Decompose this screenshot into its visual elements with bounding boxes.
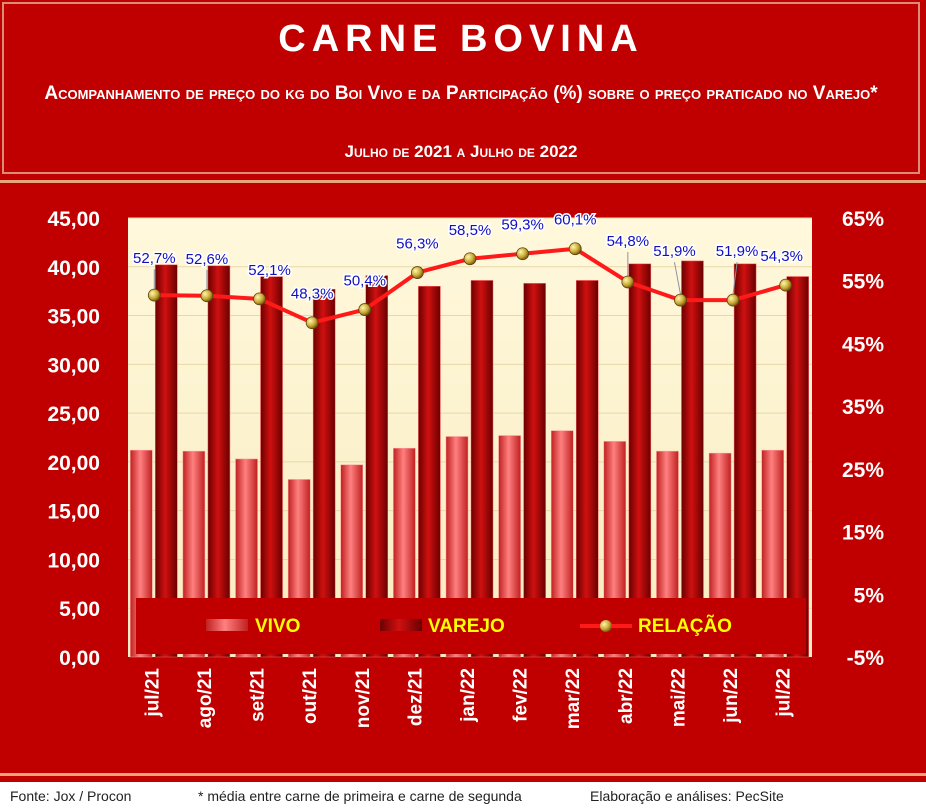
relacao-point bbox=[463, 252, 477, 266]
bar-varejo bbox=[523, 283, 546, 658]
relacao-point bbox=[674, 293, 687, 307]
relacao-point bbox=[779, 278, 793, 292]
relacao-point bbox=[200, 289, 214, 303]
y-left-tick-label: 35,00 bbox=[47, 306, 100, 329]
y-right-tick-label: 5% bbox=[854, 584, 885, 607]
y-left-tick-label: 10,00 bbox=[47, 549, 100, 572]
y-right-tick-label: 45% bbox=[842, 333, 884, 356]
footer: Fonte: Jox / Procon * média entre carne … bbox=[0, 784, 926, 810]
relacao-data-label: 54,3% bbox=[760, 248, 803, 265]
bar-varejo bbox=[207, 265, 231, 658]
x-tick-label: mai/22 bbox=[668, 668, 689, 727]
x-tick-label: jun/22 bbox=[721, 668, 742, 724]
y-left-tick-label: 40,00 bbox=[47, 257, 100, 280]
x-tick-label: ago/21 bbox=[195, 668, 216, 729]
y-left-tick-label: 45,00 bbox=[47, 208, 100, 231]
bar-varejo bbox=[365, 275, 389, 658]
y-right-tick-label: 65% bbox=[842, 208, 884, 231]
relacao-data-label: 58,5% bbox=[449, 222, 492, 239]
y-left-tick-label: 15,00 bbox=[47, 501, 100, 524]
bar-varejo bbox=[312, 288, 336, 658]
relacao-point bbox=[568, 242, 582, 256]
chart-title: CARNE BOVINA bbox=[278, 18, 644, 60]
y-left-tick-label: 25,00 bbox=[47, 403, 100, 426]
legend-label-relacao: RELAÇÃO bbox=[638, 615, 732, 637]
x-tick-label: dez/21 bbox=[405, 668, 426, 727]
chart-subtitle: Acompanhamento de preço do kg do Boi Viv… bbox=[44, 83, 878, 104]
relacao-label-leader bbox=[732, 262, 738, 295]
x-tick-label: set/21 bbox=[248, 668, 269, 722]
y-left-tick-label: 5,00 bbox=[59, 598, 100, 621]
relacao-label-leader bbox=[673, 262, 681, 295]
bar-varejo bbox=[628, 263, 652, 658]
x-tick-label: nov/21 bbox=[353, 668, 374, 729]
x-tick-label: jan/22 bbox=[458, 668, 479, 723]
relacao-point bbox=[305, 316, 319, 330]
relacao-data-label: 59,3% bbox=[501, 217, 544, 234]
relacao-data-label: 54,8% bbox=[607, 233, 650, 250]
x-tick-label: fev/22 bbox=[511, 668, 532, 722]
bar-varejo bbox=[418, 286, 441, 658]
relacao-data-label: 52,7% bbox=[133, 250, 176, 267]
bar-varejo bbox=[155, 264, 178, 658]
x-tick-label: abr/22 bbox=[616, 668, 637, 724]
y-right-tick-label: 35% bbox=[842, 396, 884, 419]
legend-swatch-vivo bbox=[206, 619, 248, 631]
legend-label-varejo: VAREJO bbox=[428, 616, 505, 637]
bar-varejo bbox=[786, 276, 809, 658]
relacao-point bbox=[410, 266, 424, 279]
relacao-data-label: 50,4% bbox=[343, 273, 386, 290]
divider-bottom bbox=[0, 773, 926, 776]
y-right-tick-label: 55% bbox=[842, 271, 884, 294]
y-right-tick-label: -5% bbox=[847, 647, 885, 670]
chart-period: Julho de 2021 a Julho de 2022 bbox=[344, 142, 578, 161]
relacao-point bbox=[726, 293, 740, 307]
y-left-tick-label: 20,00 bbox=[47, 452, 100, 475]
relacao-point bbox=[516, 247, 530, 261]
legend-label-vivo: VIVO bbox=[255, 616, 300, 637]
y-left-tick-label: 30,00 bbox=[47, 354, 100, 377]
x-tick-label: jul/22 bbox=[774, 668, 795, 718]
bar-varejo bbox=[260, 276, 283, 658]
bar-varejo bbox=[733, 263, 757, 658]
footer-credit: Elaboração e análises: PecSite bbox=[590, 788, 784, 804]
y-right-tick-label: 25% bbox=[842, 459, 884, 482]
relacao-data-label: 52,6% bbox=[186, 251, 229, 268]
relacao-data-label: 51,9% bbox=[653, 243, 696, 260]
bar-varejo bbox=[681, 260, 704, 658]
y-left-tick-label: 0,00 bbox=[59, 647, 100, 670]
relacao-data-label: 52,1% bbox=[248, 262, 291, 279]
relacao-point bbox=[253, 292, 266, 306]
title-box: CARNE BOVINA Acompanhamento de preço do … bbox=[2, 2, 920, 174]
relacao-data-label: 51,9% bbox=[716, 243, 759, 260]
x-tick-label: mar/22 bbox=[563, 668, 584, 729]
relacao-data-label: 56,3% bbox=[396, 236, 439, 253]
relacao-data-label: 60,1% bbox=[554, 212, 597, 229]
x-tick-label: jul/21 bbox=[142, 668, 163, 718]
y-right-tick-label: 15% bbox=[842, 522, 884, 545]
x-tick-label: out/21 bbox=[300, 668, 321, 724]
bar-varejo bbox=[575, 280, 599, 658]
relacao-point bbox=[621, 275, 635, 289]
legend-marker-relacao bbox=[600, 620, 612, 632]
bar-varejo bbox=[470, 280, 494, 658]
footer-note: * média entre carne de primeira e carne … bbox=[198, 788, 522, 804]
relacao-point bbox=[358, 303, 372, 316]
divider-top bbox=[0, 180, 926, 183]
chart-svg: 0,00 5,00 10,00 15,00 20,00 25,00 30,00 35,00 40… bbox=[47, 208, 885, 729]
relacao-point bbox=[147, 288, 161, 302]
footer-source: Fonte: Jox / Procon bbox=[10, 788, 132, 804]
relacao-data-label: 48,3% bbox=[291, 286, 334, 303]
legend-swatch-varejo bbox=[380, 619, 422, 631]
